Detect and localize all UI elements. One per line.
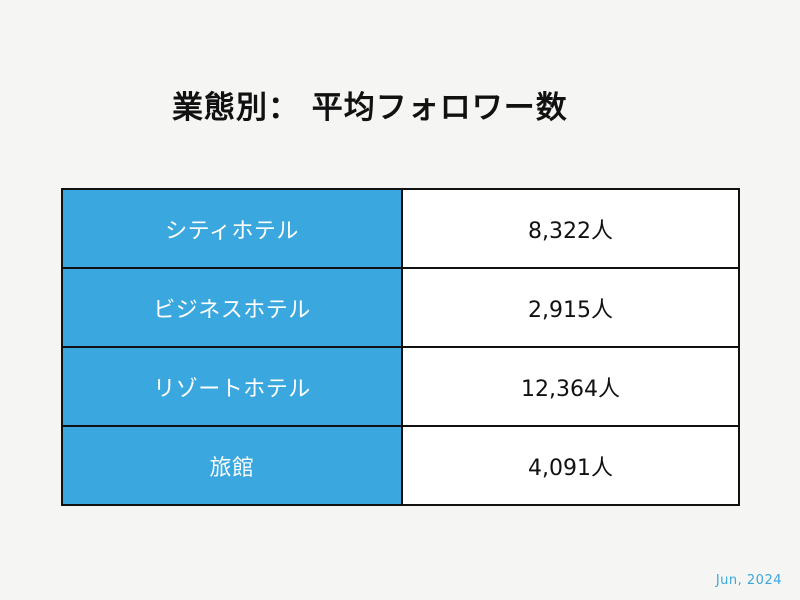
table-row: 旅館 4,091人 <box>61 425 740 506</box>
category-cell-resort-hotel: リゾートホテル <box>61 346 403 427</box>
category-cell-ryokan: 旅館 <box>61 425 403 506</box>
followers-table-body: シティホテル 8,322人 ビジネスホテル 2,915人 リゾートホテル 12,… <box>61 188 740 506</box>
table-row: リゾートホテル 12,364人 <box>61 346 740 427</box>
followers-table: シティホテル 8,322人 ビジネスホテル 2,915人 リゾートホテル 12,… <box>61 188 740 506</box>
page-title: 業態別： 平均フォロワー数 <box>172 90 568 126</box>
category-cell-business-hotel: ビジネスホテル <box>61 267 403 348</box>
value-cell-resort-hotel: 12,364人 <box>401 346 740 427</box>
category-cell-city-hotel: シティホテル <box>61 188 403 269</box>
table-row: シティホテル 8,322人 <box>61 188 740 269</box>
table-row: ビジネスホテル 2,915人 <box>61 267 740 348</box>
value-cell-business-hotel: 2,915人 <box>401 267 740 348</box>
date-label: Jun, 2024 <box>715 573 782 588</box>
value-cell-ryokan: 4,091人 <box>401 425 740 506</box>
value-cell-city-hotel: 8,322人 <box>401 188 740 269</box>
